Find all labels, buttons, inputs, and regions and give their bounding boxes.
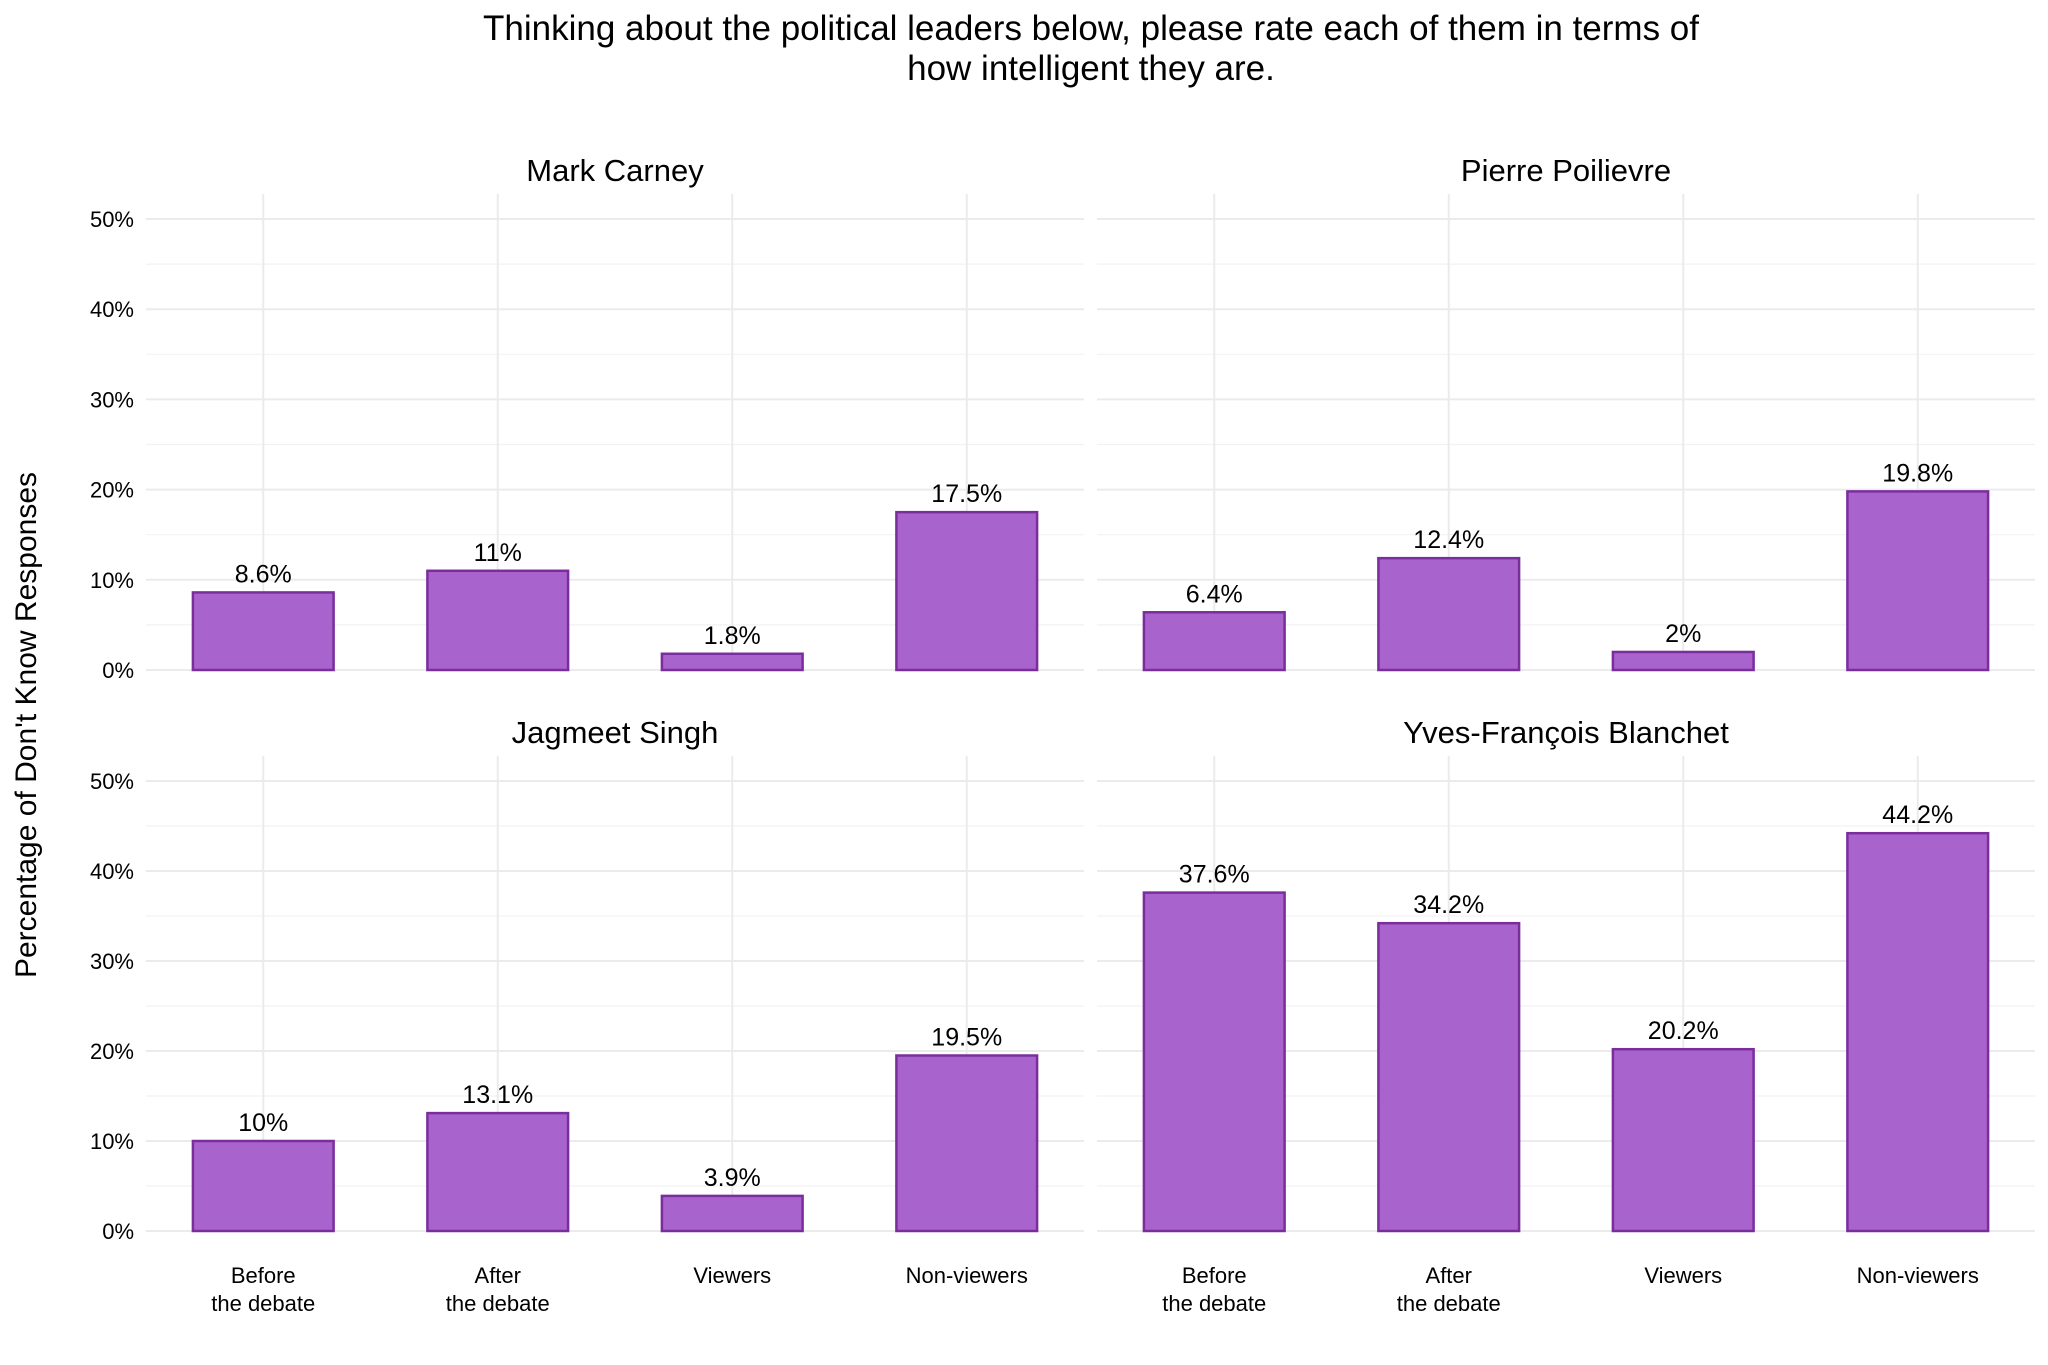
bar (660, 652, 804, 672)
x-tick-label: Non-viewers (1857, 1263, 1979, 1288)
y-tick-label: 10% (90, 568, 134, 593)
y-tick-label: 30% (90, 949, 134, 974)
bar (1377, 921, 1521, 1233)
data-label: 34.2% (1413, 891, 1484, 919)
data-label: 12.4% (1413, 526, 1484, 554)
panel-yves-fran-ois-blanchet: Yves-François Blanchet 37.6% Before the deb… (1097, 715, 2035, 1316)
bar (1142, 611, 1286, 672)
y-tick-label: 10% (90, 1129, 134, 1154)
data-label: 11% (474, 539, 522, 567)
x-tick-label: the debate (1397, 1291, 1501, 1316)
bar (660, 1194, 804, 1233)
y-tick-label: 40% (90, 859, 134, 884)
panel-title: Pierre Poilievre (1461, 153, 1671, 188)
x-tick-label: Before (1182, 1263, 1247, 1288)
y-tick-label: 20% (90, 478, 134, 503)
panel-pierre-poilievre: Pierre Poilievre 6.4% 12.4% 2% 19.8% (1097, 153, 2035, 672)
data-label: 17.5% (931, 480, 1002, 508)
bar (426, 569, 570, 672)
x-tick-label: the debate (1162, 1291, 1266, 1316)
bar (191, 1139, 335, 1233)
panel-title: Jagmeet Singh (512, 715, 719, 750)
bar (426, 1111, 570, 1233)
bar (895, 1054, 1039, 1233)
x-tick-label: After (475, 1263, 521, 1288)
chart-title-line-2: how intelligent they are. (907, 49, 1275, 88)
y-axis-label: Percentage of Don't Know Responses (10, 472, 43, 978)
bar (895, 510, 1039, 672)
y-tick-label: 0% (102, 658, 134, 683)
data-label: 20.2% (1648, 1017, 1719, 1045)
x-tick-label: the debate (211, 1291, 315, 1316)
y-tick-label: 20% (90, 1039, 134, 1064)
data-label: 8.6% (235, 560, 292, 588)
data-label: 13.1% (462, 1081, 533, 1109)
bar (1142, 891, 1286, 1233)
bar (1611, 1047, 1755, 1233)
data-label: 2% (1665, 620, 1701, 648)
data-label: 19.5% (931, 1024, 1002, 1052)
x-tick-label: Before (231, 1263, 296, 1288)
x-tick-label: Non-viewers (906, 1263, 1028, 1288)
panel-title: Mark Carney (526, 153, 704, 188)
x-tick-label: Viewers (1644, 1263, 1722, 1288)
data-label: 37.6% (1179, 861, 1250, 889)
panel-title: Yves-François Blanchet (1403, 715, 1729, 750)
x-tick-label: the debate (446, 1291, 550, 1316)
bar (191, 591, 335, 672)
y-tick-label: 50% (90, 207, 134, 232)
data-label: 1.8% (704, 622, 761, 650)
y-tick-label: 40% (90, 297, 134, 322)
y-tick-label: 50% (90, 769, 134, 794)
data-label: 3.9% (704, 1164, 761, 1192)
data-label: 10% (238, 1109, 288, 1137)
data-label: 6.4% (1186, 580, 1243, 608)
bar (1611, 650, 1755, 672)
bar (1846, 831, 1990, 1233)
bar (1377, 556, 1521, 672)
data-label: 44.2% (1882, 801, 1953, 829)
y-tick-label: 0% (102, 1219, 134, 1244)
panel-jagmeet-singh: Jagmeet Singh 0% 10% 20% 30% 40% 50% 10% Before t… (90, 715, 1084, 1316)
x-tick-label: After (1426, 1263, 1472, 1288)
data-label: 19.8% (1882, 459, 1953, 487)
panel-mark-carney: Mark Carney 0% 10% 20% 30% 40% 50% 8.6% 11% 1.8% 1… (90, 153, 1084, 683)
x-tick-label: Viewers (693, 1263, 771, 1288)
chart-title-line-1: Thinking about the political leaders bel… (483, 9, 1699, 48)
bar (1846, 490, 1990, 672)
y-tick-label: 30% (90, 387, 134, 412)
